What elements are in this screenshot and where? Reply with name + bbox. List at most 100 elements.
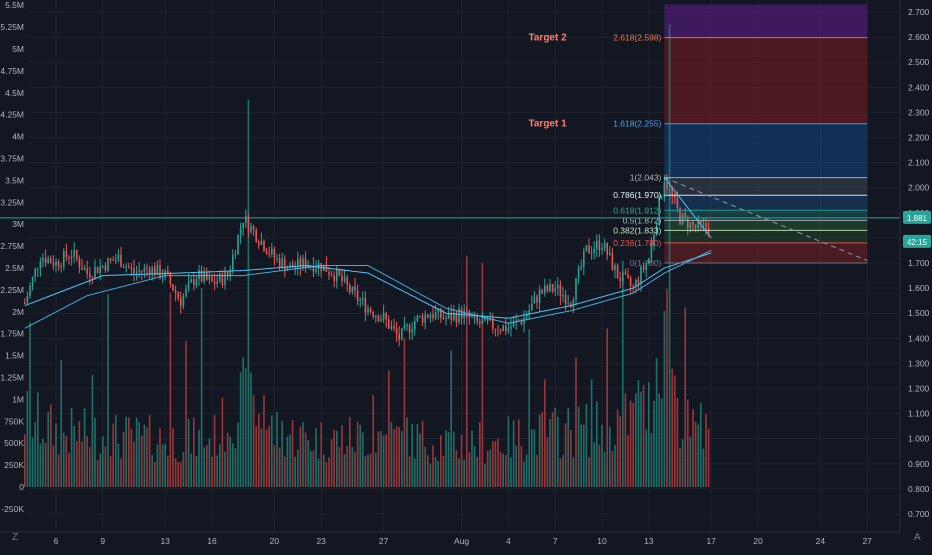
candle[interactable] (125, 266, 128, 268)
candle[interactable] (263, 240, 265, 251)
candle[interactable] (377, 315, 380, 322)
candle[interactable] (172, 284, 174, 291)
candle[interactable] (260, 240, 263, 245)
candle[interactable] (471, 316, 473, 318)
candle[interactable] (559, 284, 562, 297)
candle[interactable] (601, 248, 603, 251)
candle[interactable] (447, 312, 450, 319)
candle[interactable] (681, 213, 684, 225)
candle[interactable] (237, 235, 239, 255)
target-annotation[interactable]: Target 1 (529, 119, 568, 130)
candle[interactable] (502, 325, 505, 332)
candle[interactable] (629, 277, 632, 286)
candle[interactable] (434, 312, 437, 319)
candle[interactable] (510, 326, 512, 329)
candle[interactable] (109, 258, 112, 260)
candle[interactable] (390, 326, 393, 329)
candle[interactable] (684, 213, 687, 218)
candle[interactable] (338, 268, 341, 276)
candle[interactable] (120, 254, 122, 267)
candle[interactable] (268, 253, 271, 255)
candle[interactable] (328, 271, 330, 275)
candle[interactable] (213, 281, 216, 284)
candle[interactable] (624, 272, 627, 275)
candle[interactable] (203, 272, 206, 282)
candle[interactable] (47, 258, 50, 263)
candle[interactable] (372, 311, 375, 317)
candle[interactable] (62, 251, 65, 267)
candle[interactable] (364, 298, 367, 313)
candle[interactable] (135, 272, 138, 274)
candle[interactable] (112, 259, 115, 261)
price-label-badge[interactable] (903, 234, 931, 248)
candle[interactable] (177, 292, 180, 298)
candle[interactable] (619, 278, 622, 282)
candle[interactable] (616, 265, 619, 279)
candle[interactable] (640, 266, 642, 284)
candle[interactable] (551, 284, 554, 292)
candle[interactable] (244, 215, 247, 223)
candle[interactable] (26, 296, 29, 304)
candle[interactable] (302, 258, 304, 268)
candle[interactable] (697, 220, 700, 229)
candle[interactable] (68, 257, 70, 259)
candle[interactable] (582, 251, 585, 267)
candle[interactable] (395, 328, 398, 334)
candle[interactable] (538, 289, 541, 303)
candle[interactable] (294, 267, 297, 269)
candle[interactable] (689, 222, 692, 229)
candle[interactable] (78, 258, 81, 268)
candle[interactable] (174, 290, 177, 293)
candle[interactable] (187, 282, 190, 289)
candle[interactable] (450, 312, 453, 320)
candle[interactable] (442, 317, 445, 319)
candle[interactable] (593, 248, 596, 253)
candle[interactable] (660, 196, 663, 198)
candle[interactable] (169, 273, 172, 285)
candle[interactable] (88, 273, 91, 278)
candle[interactable] (86, 268, 89, 274)
candle[interactable] (491, 318, 494, 329)
candle[interactable] (603, 242, 606, 249)
candle[interactable] (699, 220, 702, 224)
candle[interactable] (198, 270, 200, 279)
candle[interactable] (179, 297, 182, 307)
candle[interactable] (426, 314, 429, 318)
candle[interactable] (429, 314, 432, 318)
candle[interactable] (107, 258, 109, 271)
candle[interactable] (494, 328, 497, 330)
candle[interactable] (343, 277, 346, 282)
candle[interactable] (421, 315, 424, 323)
candle[interactable] (23, 303, 26, 305)
candle[interactable] (221, 273, 224, 285)
candle[interactable] (533, 296, 536, 304)
candle[interactable] (543, 285, 546, 294)
candle[interactable] (270, 248, 273, 255)
candle[interactable] (484, 317, 486, 321)
candle[interactable] (335, 268, 338, 281)
candle[interactable] (42, 257, 44, 262)
candle[interactable] (403, 325, 406, 329)
candle[interactable] (257, 241, 260, 245)
trendline[interactable] (664, 177, 712, 239)
candle[interactable] (60, 266, 63, 268)
candle[interactable] (91, 277, 94, 279)
candle[interactable] (148, 268, 151, 275)
candle[interactable] (595, 240, 598, 249)
candle[interactable] (333, 275, 336, 281)
candle[interactable] (611, 253, 614, 270)
candle[interactable] (73, 249, 76, 257)
price-label-badge[interactable] (903, 210, 931, 224)
candle[interactable] (564, 294, 567, 304)
candle[interactable] (504, 325, 507, 332)
candle[interactable] (44, 257, 47, 263)
candle[interactable] (239, 228, 242, 236)
candle[interactable] (668, 187, 671, 189)
candle[interactable] (598, 240, 601, 251)
candle[interactable] (541, 289, 544, 294)
candle[interactable] (692, 222, 694, 226)
candle[interactable] (523, 318, 525, 325)
candle[interactable] (419, 315, 421, 317)
